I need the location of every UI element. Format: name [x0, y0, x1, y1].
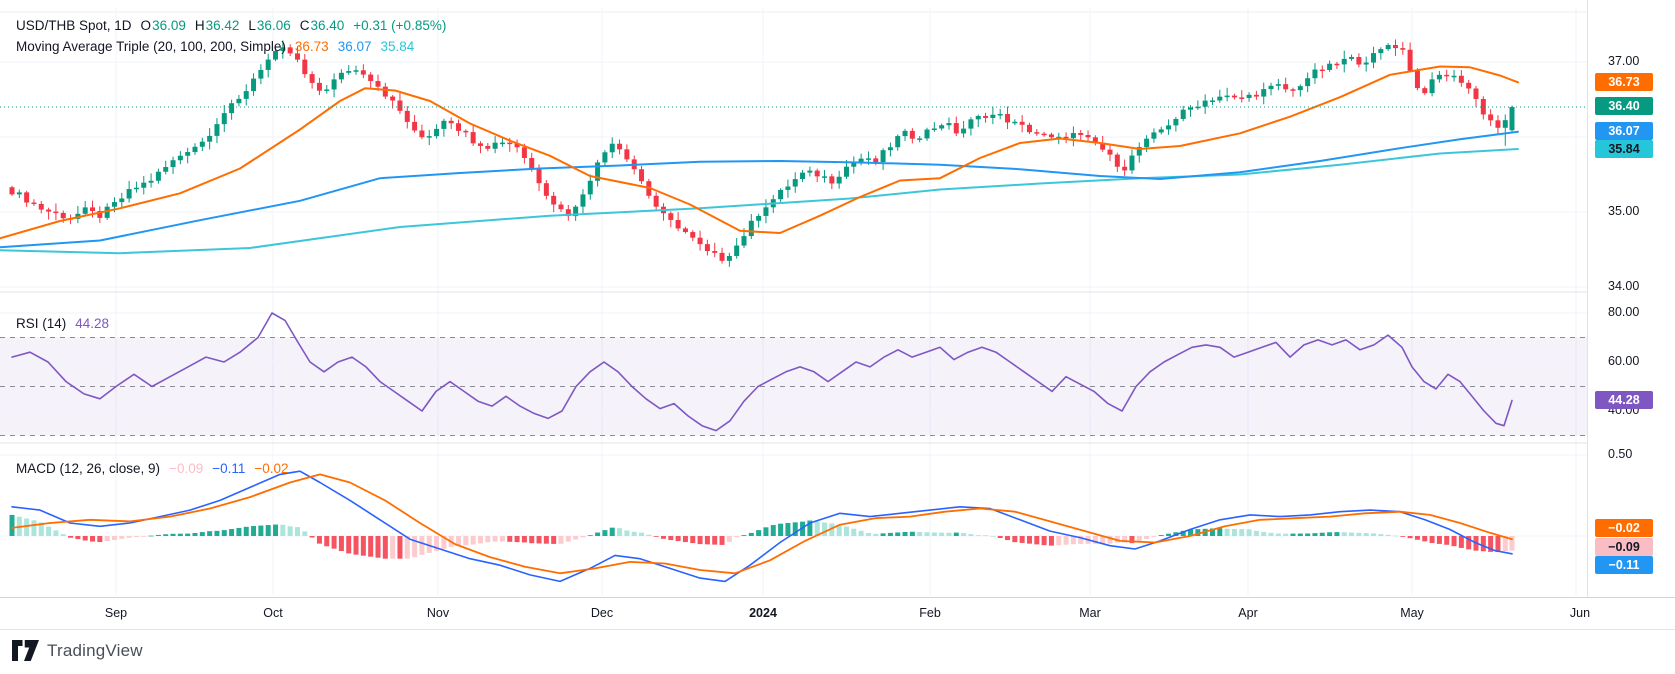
ohlc-low: L 36.06 — [248, 18, 291, 33]
time-scale[interactable]: Sep Oct Nov Dec 2024 Feb Mar Apr May Jun — [0, 597, 1675, 630]
price-axis-badge: 36.73 — [1595, 73, 1653, 91]
ma-value-200: 35.84 — [380, 39, 415, 54]
rsi-value: 44.28 — [75, 316, 110, 331]
time-axis-label: Dec — [590, 606, 614, 620]
tradingview-logo[interactable]: TradingView — [12, 640, 143, 661]
tradingview-logo-text: TradingView — [47, 640, 143, 660]
price-axis-label: 80.00 — [1608, 305, 1640, 319]
time-axis-label: May — [1400, 606, 1424, 620]
price-axis-badge: 35.84 — [1595, 140, 1653, 158]
time-axis-label: Sep — [104, 606, 128, 620]
time-axis-label: Feb — [919, 606, 941, 620]
macd-hist-value: −0.09 — [169, 461, 204, 476]
rsi-label: RSI (14) — [16, 316, 67, 331]
change-value: +0.31 (+0.85%) — [353, 18, 447, 33]
price-axis-badge: −0.09 — [1595, 538, 1653, 556]
ohlc-high: H 36.42 — [194, 18, 240, 33]
price-scale[interactable]: 37.00 35.00 34.00 80.00 60.00 40.00 0.50 36.73 3… — [1587, 0, 1675, 628]
macd-line-value: −0.11 — [212, 461, 246, 476]
price-axis-label: 35.00 — [1608, 204, 1640, 218]
ma-label: Moving Average Triple (20, 100, 200, Sim… — [16, 39, 286, 54]
price-axis-badge: 36.07 — [1595, 122, 1653, 140]
time-axis-label: Oct — [263, 606, 283, 620]
price-axis-label: 0.50 — [1608, 447, 1633, 461]
time-axis-label: 2024 — [749, 606, 777, 620]
ma-legend[interactable]: Moving Average Triple (20, 100, 200, Sim… — [16, 39, 414, 54]
ma-value-100: 36.07 — [337, 39, 372, 54]
rsi-legend[interactable]: RSI (14) 44.28 — [16, 316, 109, 331]
macd-label: MACD (12, 26, close, 9) — [16, 461, 161, 476]
price-axis-label: 60.00 — [1608, 354, 1640, 368]
price-axis-badge: −0.11 — [1595, 556, 1653, 574]
time-axis-label: Jun — [1569, 606, 1591, 620]
macd-signal-value: −0.02 — [254, 461, 289, 476]
tradingview-logo-icon — [12, 640, 39, 661]
ohlc-close: C 36.40 — [299, 18, 345, 33]
price-axis-badge: −0.02 — [1595, 519, 1653, 537]
price-axis-badge: 44.28 — [1595, 391, 1653, 409]
macd-legend[interactable]: MACD (12, 26, close, 9) −0.09 −0.11 −0.0… — [16, 461, 289, 476]
ma-value-20: 36.73 — [294, 39, 329, 54]
price-axis-label: 34.00 — [1608, 279, 1640, 293]
price-axis-badge: 36.40 — [1595, 97, 1653, 115]
ohlc-open: O 36.09 — [140, 18, 186, 33]
symbol-title: USD/THB Spot, 1D — [16, 18, 132, 33]
time-axis-label: Nov — [426, 606, 450, 620]
time-axis-label: Apr — [1238, 606, 1258, 620]
price-axis-label: 37.00 — [1608, 54, 1640, 68]
time-axis-label: Mar — [1079, 606, 1101, 620]
